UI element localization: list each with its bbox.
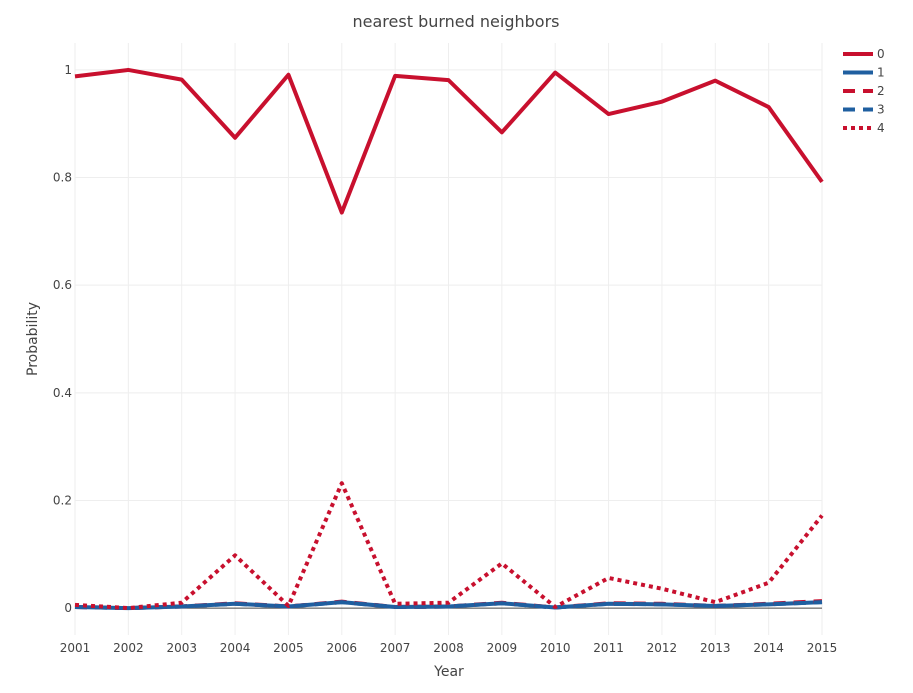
- y-axis-ticks: 0 0.2 0.4 0.6 0.8 1: [53, 63, 72, 615]
- chart-title: nearest burned neighbors: [353, 12, 560, 31]
- y-tick-label: 0.6: [53, 278, 72, 292]
- x-tick-label: 2011: [593, 641, 624, 655]
- series-line-0: [74, 67, 824, 215]
- y-tick-label: 0: [64, 601, 72, 615]
- y-axis-title: Probability: [25, 302, 41, 376]
- y-tick-label: 1: [64, 63, 72, 77]
- legend-item-3[interactable]: 3: [843, 103, 885, 117]
- series-line-4: [74, 481, 824, 611]
- x-tick-label: 2005: [273, 641, 304, 655]
- legend-label: 2: [877, 84, 885, 98]
- legend-item-2[interactable]: 2: [843, 84, 885, 98]
- x-tick-label: 2015: [807, 641, 838, 655]
- series-lines: [74, 67, 824, 611]
- legend-label: 4: [877, 121, 885, 135]
- x-axis-ticks: 2001 2002 2003 2004 2005 2006 2007 2008 2009 2010…: [60, 641, 838, 655]
- legend-label: 0: [877, 47, 885, 61]
- x-tick-label: 2001: [60, 641, 91, 655]
- y-tick-label: 0.2: [53, 493, 72, 507]
- grid: [74, 43, 823, 635]
- x-tick-label: 2006: [327, 641, 358, 655]
- legend-label: 3: [877, 103, 885, 117]
- legend-item-1[interactable]: 1: [843, 66, 885, 80]
- x-tick-label: 2010: [540, 641, 571, 655]
- y-tick-label: 0.8: [53, 171, 72, 185]
- legend-label: 1: [877, 66, 885, 80]
- x-tick-label: 2008: [433, 641, 464, 655]
- x-tick-label: 2007: [380, 641, 411, 655]
- legend-item-0[interactable]: 0: [843, 47, 885, 61]
- x-tick-label: 2002: [113, 641, 144, 655]
- x-tick-label: 2004: [220, 641, 251, 655]
- y-tick-label: 0.4: [53, 386, 72, 400]
- legend[interactable]: 0 1 2 3 4: [843, 47, 885, 135]
- x-tick-label: 2013: [700, 641, 731, 655]
- legend-item-4[interactable]: 4: [843, 121, 885, 135]
- x-axis-title: Year: [433, 664, 464, 680]
- x-tick-label: 2009: [487, 641, 518, 655]
- x-tick-label: 2003: [166, 641, 197, 655]
- series-line-3: [74, 600, 823, 611]
- x-tick-label: 2014: [753, 641, 784, 655]
- x-tick-label: 2012: [647, 641, 678, 655]
